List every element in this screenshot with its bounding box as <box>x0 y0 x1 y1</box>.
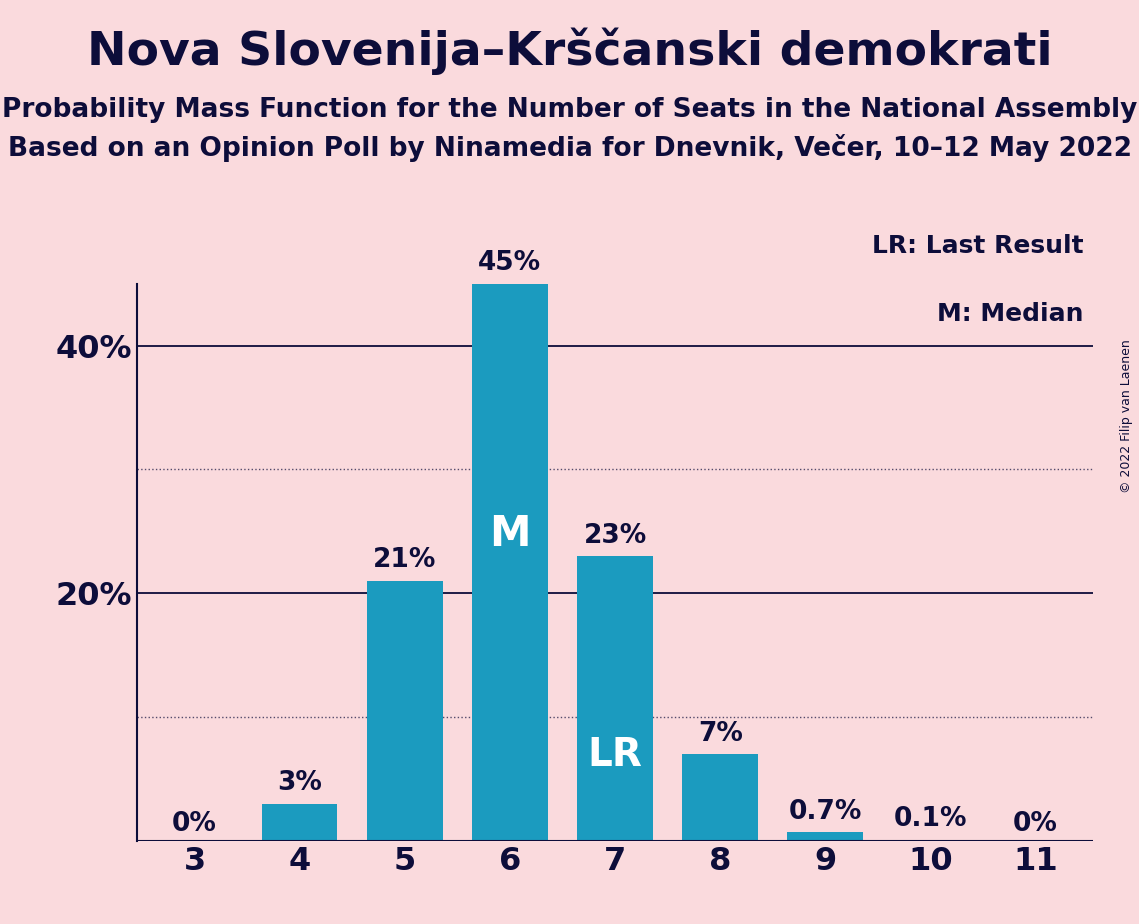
Text: Nova Slovenija–Krščanski demokrati: Nova Slovenija–Krščanski demokrati <box>87 28 1052 75</box>
Text: 0%: 0% <box>1014 811 1058 837</box>
Text: 21%: 21% <box>374 547 436 574</box>
Bar <box>893 840 968 841</box>
Text: 45%: 45% <box>478 250 541 276</box>
Bar <box>472 284 548 841</box>
Bar <box>787 833 863 841</box>
Text: 0.7%: 0.7% <box>788 798 862 825</box>
Text: 3%: 3% <box>277 771 322 796</box>
Text: 0.1%: 0.1% <box>894 806 967 833</box>
Text: M: M <box>489 514 531 555</box>
Bar <box>262 804 337 841</box>
Text: 7%: 7% <box>698 721 743 747</box>
Bar <box>577 556 653 841</box>
Text: M: Median: M: Median <box>937 302 1084 326</box>
Bar <box>367 581 443 841</box>
Text: Probability Mass Function for the Number of Seats in the National Assembly: Probability Mass Function for the Number… <box>2 97 1137 123</box>
Text: LR: Last Result: LR: Last Result <box>872 234 1084 258</box>
Text: LR: LR <box>588 736 642 774</box>
Text: © 2022 Filip van Laenen: © 2022 Filip van Laenen <box>1121 339 1133 492</box>
Text: 0%: 0% <box>172 811 216 837</box>
Text: 23%: 23% <box>583 523 647 549</box>
Text: Based on an Opinion Poll by Ninamedia for Dnevnik, Večer, 10–12 May 2022: Based on an Opinion Poll by Ninamedia fo… <box>8 134 1131 162</box>
Bar <box>682 754 759 841</box>
